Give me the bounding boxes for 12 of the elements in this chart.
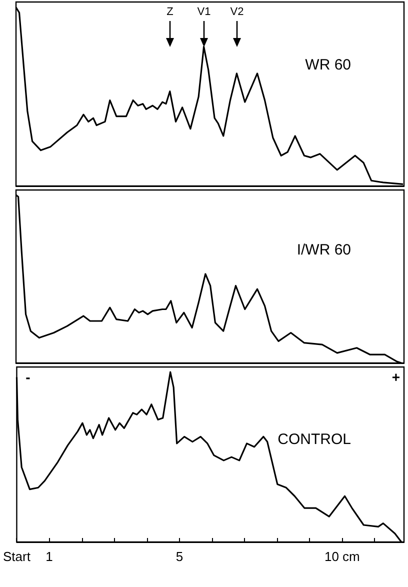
annotation: -: [26, 369, 30, 385]
x-tick-label: 5: [176, 549, 184, 564]
x-tick-label: Start: [2, 549, 31, 564]
annotation: V1: [197, 6, 211, 18]
x-tick-label: 10 cm: [324, 549, 360, 564]
annotation: V2: [230, 6, 244, 18]
text: CONTROL: [278, 431, 352, 448]
text: I/WR 60: [296, 242, 352, 259]
x-tick-label: 1: [46, 549, 53, 564]
text: WR 60: [305, 56, 351, 74]
annotation: +: [392, 369, 400, 385]
annotation: Z: [166, 6, 174, 18]
